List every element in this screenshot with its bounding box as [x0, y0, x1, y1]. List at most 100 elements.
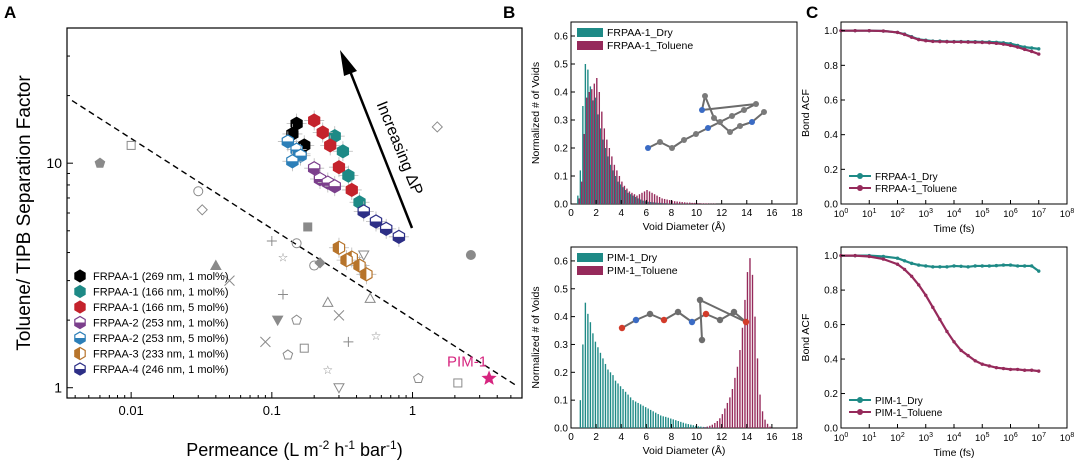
- histogram-bar: [754, 317, 755, 428]
- histogram-bar: [658, 414, 659, 428]
- atom: [661, 317, 667, 323]
- series-point: [1002, 367, 1005, 370]
- legend-swatch: [577, 28, 603, 37]
- histogram-bar: [675, 420, 676, 428]
- x-tick-label: 0: [568, 208, 574, 219]
- y-tick-label: 0.0: [554, 200, 568, 211]
- histogram-bar: [596, 78, 597, 204]
- series-point: [917, 38, 920, 41]
- series-point: [1037, 52, 1040, 55]
- x-tick-label: 101: [862, 208, 877, 220]
- atom: [702, 93, 708, 99]
- histogram-bar: [759, 395, 760, 428]
- tick-exponent: 8: [1070, 432, 1074, 439]
- atom: [689, 319, 695, 325]
- histogram-bar: [605, 364, 606, 428]
- x-tick-label: 105: [975, 208, 990, 220]
- tick-base: 10: [890, 433, 901, 444]
- histogram-bar: [747, 272, 748, 428]
- x-tick-label: 0.01: [118, 403, 143, 418]
- histogram-bar: [734, 378, 735, 428]
- series-point: [903, 259, 906, 262]
- y-tick-label: 0.2: [554, 144, 568, 155]
- x-tick-label: 103: [919, 432, 934, 444]
- molecule-structure-frpaa: [645, 93, 767, 151]
- y-tick-label: 1.0: [824, 251, 838, 262]
- tick-base: 10: [862, 433, 873, 444]
- series-point: [1037, 47, 1040, 50]
- histogram-bar: [727, 403, 728, 428]
- legend-label: FRPAA-1_Dry: [875, 172, 938, 183]
- histogram-bar: [764, 420, 765, 428]
- data-point-fill: [358, 211, 369, 218]
- y-tick-label: 0.5: [554, 284, 568, 295]
- reference-point: [273, 316, 283, 325]
- reference-point: [194, 187, 203, 196]
- histogram-bar: [762, 411, 763, 428]
- y-tick-label: 0.4: [554, 312, 568, 323]
- series-point: [903, 33, 906, 36]
- legend-label: FRPAA-1 (166 nm, 5 mol%): [93, 302, 229, 314]
- reference-point: [466, 251, 475, 260]
- series-point: [981, 363, 984, 366]
- histogram-bar: [636, 196, 637, 204]
- series-point: [1037, 269, 1040, 272]
- series-point: [1002, 42, 1005, 45]
- histogram-bar: [641, 193, 642, 204]
- series-point: [924, 264, 927, 267]
- histogram-bar: [655, 413, 656, 428]
- tick-exponent: 2: [901, 208, 905, 215]
- tick-base: 10: [1032, 433, 1043, 444]
- x-axis-title-part: -1: [386, 438, 397, 452]
- reference-point: [414, 373, 424, 382]
- series-point: [1030, 264, 1033, 267]
- histogram-bar: [606, 140, 607, 204]
- histogram-bar: [678, 421, 679, 428]
- atom: [645, 145, 651, 151]
- legend-marker: [857, 185, 863, 191]
- histogram-bar: [769, 427, 770, 428]
- histogram-bar: [694, 203, 695, 204]
- legend-label: PIM-1_Toluene: [875, 408, 943, 419]
- trend-arrowhead: [340, 50, 357, 76]
- histogram-bar: [652, 411, 653, 428]
- histogram-bar: [650, 410, 651, 428]
- series-point: [910, 275, 913, 278]
- legend-label: FRPAA-3 (233 nm, 1 mol%): [93, 349, 229, 361]
- histogram-bar: [630, 397, 631, 428]
- legend-marker: [857, 173, 863, 179]
- histogram-bar: [707, 427, 708, 428]
- histogram-bar: [581, 182, 582, 204]
- series-point: [981, 41, 984, 44]
- series-point: [945, 265, 948, 268]
- histogram-bar: [642, 406, 643, 428]
- series-point: [938, 40, 941, 43]
- series-point: [896, 257, 899, 260]
- histogram-bar: [683, 423, 684, 428]
- series-point: [952, 340, 955, 343]
- series-point: [1037, 369, 1040, 372]
- atom: [705, 125, 711, 131]
- x-tick-label: 103: [919, 208, 934, 220]
- series-point: [966, 40, 969, 43]
- legend-marker-fill: [75, 348, 80, 360]
- x-tick-label: 102: [890, 208, 905, 220]
- legend-marker-fill: [75, 369, 85, 375]
- data-point-fill: [329, 186, 340, 193]
- histogram-bar: [590, 322, 591, 428]
- tick-base: 10: [862, 209, 873, 220]
- histogram-bar: [586, 98, 587, 204]
- y-tick-label: 0.2: [824, 165, 838, 176]
- data-point-fill: [287, 161, 298, 168]
- y-axis-title: Bond ACF: [800, 314, 812, 362]
- atom: [699, 337, 705, 343]
- histogram-bar: [676, 201, 677, 204]
- tick-exponent: 5: [986, 432, 990, 439]
- y-tick-label: 0.3: [554, 340, 568, 351]
- series-point: [945, 330, 948, 333]
- reference-point: [359, 251, 369, 260]
- series-point: [1030, 50, 1033, 53]
- tick-exponent: 3: [929, 432, 933, 439]
